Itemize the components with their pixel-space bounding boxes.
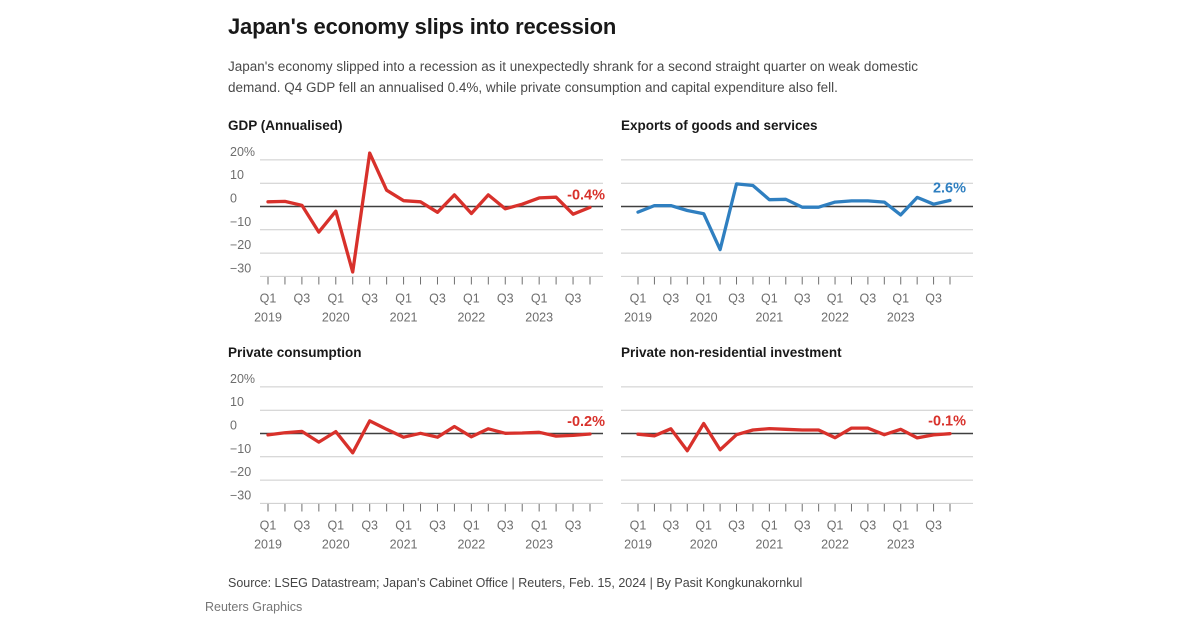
x-axis-quarter-label: Q3 [860,292,877,306]
x-axis-year-label: 2019 [624,538,652,552]
x-axis-year-label: 2023 [525,311,553,325]
y-axis-label: 10 [230,395,244,409]
x-axis-quarter-label: Q3 [361,292,378,306]
x-axis-quarter-label: Q3 [860,519,877,533]
x-axis-year-label: 2021 [755,538,783,552]
x-axis-year-label: 2021 [390,538,418,552]
x-axis-year-label: 2019 [254,538,282,552]
x-axis-quarter-label: Q1 [695,292,712,306]
x-axis-quarter-label: Q1 [531,519,548,533]
private-investment-chart-plot: Q1 Q3 Q1 Q3 Q1 Q3 Q1 Q3 Q1 Q3 2019 2020 2021 2022 2023… [621,386,973,552]
x-axis-quarter-label: Q3 [361,519,378,533]
series-line [636,421,952,453]
end-value-label: -0.1% [928,414,966,430]
x-axis-year-label: 2019 [624,311,652,325]
x-axis-quarter-label: Q3 [429,292,446,306]
x-axis-quarter-label: Q3 [565,292,582,306]
x-axis-year-label: 2023 [887,538,915,552]
x-axis-quarter-label: Q1 [761,292,778,306]
y-axis-label: −30 [230,488,251,502]
source-note: Source: LSEG Datastream; Japan's Cabinet… [228,576,803,590]
y-axis-label: 20% [230,145,255,159]
x-axis-quarter-label: Q3 [662,292,679,306]
x-axis-quarter-label: Q1 [827,292,844,306]
y-axis-label: 20% [230,372,255,386]
y-axis-label: 0 [230,192,237,206]
private-consumption-chart: Private consumption 20% 10 0 −10 −20 −30 Q1 Q3 Q… [228,345,608,557]
x-axis-quarter-label: Q3 [294,519,311,533]
x-axis-year-label: 2023 [887,311,915,325]
x-axis-quarter-label: Q1 [395,519,412,533]
x-axis-quarter-label: Q1 [531,292,548,306]
x-axis-quarter-label: Q3 [728,292,745,306]
x-axis-quarter-label: Q3 [497,519,514,533]
x-axis-quarter-label: Q3 [794,292,811,306]
x-axis-quarter-label: Q1 [463,519,480,533]
x-axis-quarter-label: Q1 [260,292,277,306]
x-axis-quarter-label: Q3 [925,519,942,533]
x-axis-year-label: 2022 [821,538,849,552]
gdp-annualised-chart: GDP (Annualised) 20% 10 0 −10 −20 −30 Q1 Q3 Q1 Q3… [228,118,608,330]
x-axis-quarter-label: Q1 [327,292,344,306]
x-axis-year-label: 2021 [390,311,418,325]
x-axis-year-label: 2022 [457,538,485,552]
x-axis-quarter-label: Q3 [294,292,311,306]
x-axis-quarter-label: Q3 [794,519,811,533]
x-axis-year-label: 2022 [457,311,485,325]
x-axis-quarter-label: Q3 [925,292,942,306]
x-axis-quarter-label: Q3 [497,292,514,306]
x-axis-quarter-label: Q1 [327,519,344,533]
chart-title-consumption: Private consumption [228,345,362,360]
end-value-label: 2.6% [933,180,966,196]
end-value-label: -0.4% [567,187,605,203]
y-axis-label: 0 [230,419,237,433]
page-title: Japan's economy slips into recession [228,14,617,39]
x-axis-quarter-label: Q1 [892,519,909,533]
x-axis-quarter-label: Q3 [728,519,745,533]
y-axis-label: −20 [230,465,251,479]
private-investment-chart: Private non-residential investment Q1 Q3 Q… [621,345,973,557]
x-axis-quarter-label: Q1 [260,519,277,533]
x-axis-year-label: 2021 [755,311,783,325]
x-axis-quarter-label: Q3 [429,519,446,533]
y-axis-label: −10 [230,442,251,456]
series-line [636,182,952,252]
x-axis-quarter-label: Q1 [630,519,647,533]
x-axis-quarter-label: Q1 [463,292,480,306]
exports-chart: Exports of goods and services Q1 Q3 Q1 Q3 Q1… [621,118,973,330]
chart-title-investment: Private non-residential investment [621,345,842,360]
x-axis-year-label: 2020 [322,311,350,325]
x-axis-quarter-label: Q1 [761,519,778,533]
private-consumption-chart-plot: 20% 10 0 −10 −20 −30 Q1 Q3 Q1 Q3 Q1 Q3 Q1 Q3 Q1 Q3 2019 2… [230,372,605,552]
reuters-graphics-credit: Reuters Graphics [205,600,303,614]
chart-title-exports: Exports of goods and services [621,118,818,133]
x-axis-year-label: 2020 [690,311,718,325]
x-axis-quarter-label: Q1 [892,292,909,306]
y-axis-label: −10 [230,215,251,229]
end-value-label: -0.2% [567,414,605,430]
y-axis-label: 10 [230,168,244,182]
page-subtitle: Japan's economy slipped into a recession… [228,59,918,95]
x-axis-year-label: 2022 [821,311,849,325]
x-axis-quarter-label: Q1 [630,292,647,306]
x-axis-quarter-label: Q3 [662,519,679,533]
series-line [266,419,592,455]
x-axis-quarter-label: Q1 [827,519,844,533]
exports-chart-plot: Q1 Q3 Q1 Q3 Q1 Q3 Q1 Q3 Q1 Q3 2019 2020 2021 2022 2023… [621,159,973,325]
y-axis-label: −30 [230,261,251,275]
x-axis-quarter-label: Q1 [395,292,412,306]
x-axis-year-label: 2020 [690,538,718,552]
gdp-annualised-chart-plot: 20% 10 0 −10 −20 −30 Q1 Q3 Q1 Q3 Q1 Q3 Q1 Q3 Q1 Q3 2019 2… [230,145,605,325]
chart-title-gdp: GDP (Annualised) [228,118,343,133]
x-axis-year-label: 2020 [322,538,350,552]
x-axis-year-label: 2019 [254,311,282,325]
series-line [266,151,592,274]
x-axis-quarter-label: Q1 [695,519,712,533]
y-axis-label: −20 [230,238,251,252]
x-axis-year-label: 2023 [525,538,553,552]
x-axis-quarter-label: Q3 [565,519,582,533]
